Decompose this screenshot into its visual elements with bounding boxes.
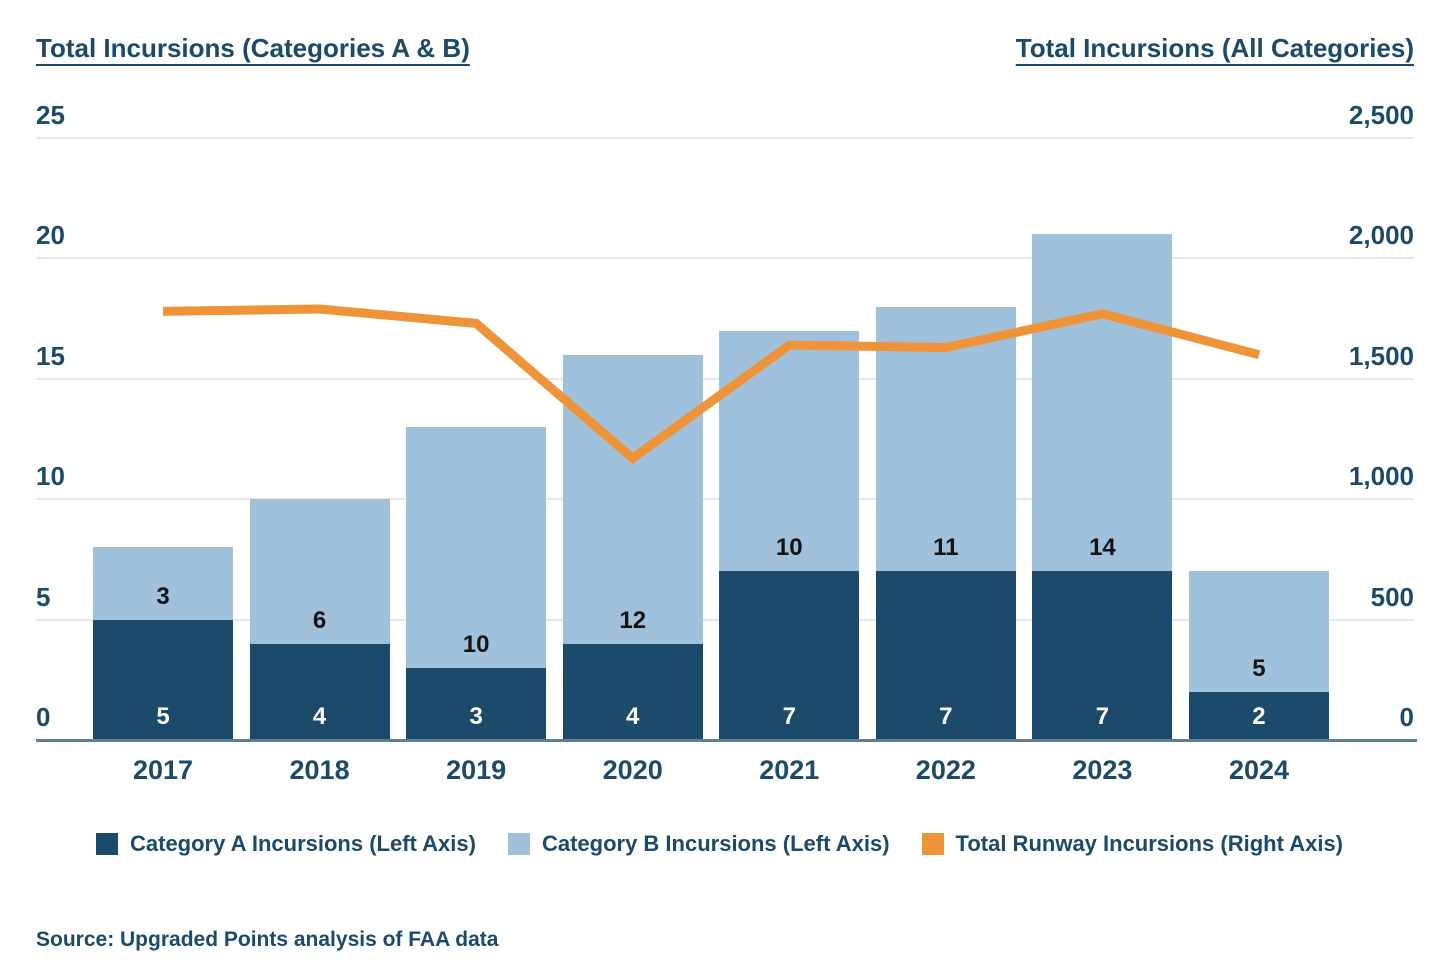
legend-item-category-a: Category A Incursions (Left Axis) (96, 831, 476, 857)
bar-value-label-category-a-2019: 3 (469, 703, 483, 730)
left-tick-label-5: 5 (36, 581, 51, 612)
legend-label-total-line: Total Runway Incursions (Right Axis) (955, 831, 1344, 856)
left-tick-label-20: 20 (36, 220, 65, 251)
bar-category-b-segment-2020 (562, 354, 703, 644)
bar-value-label-category-b-2018: 6 (312, 606, 327, 634)
bar-category-a-segment-2019 (406, 667, 547, 740)
source-note: Source: Upgraded Points analysis of FAA … (36, 928, 499, 951)
legend-item-total-line: Total Runway Incursions (Right Axis) (921, 831, 1344, 857)
x-axis-year-label-2018: 2018 (289, 755, 350, 785)
bar-category-a-segment-2024 (1188, 691, 1329, 740)
bar-category-a-segment-2023 (1032, 571, 1173, 740)
bar-value-label-category-b-2019: 10 (462, 630, 490, 658)
x-axis-year-label-2017: 2017 (132, 755, 194, 785)
right-tick-label-0: 0 (1399, 702, 1414, 732)
left-tick-label-0: 0 (36, 702, 51, 732)
bar-category-a-segment-2021 (719, 571, 860, 740)
bar-category-b-segment-2023 (1032, 234, 1173, 572)
x-axis-year-label-2021: 2021 (759, 755, 820, 785)
x-axis-year-label-2020: 2020 (602, 755, 663, 785)
bar-category-b-segment-2018 (249, 499, 390, 644)
left-tick-label-25: 25 (36, 100, 65, 130)
bar-value-label-category-b-2017: 3 (156, 582, 170, 610)
x-axis-year-label-2022: 2022 (915, 755, 976, 785)
legend-swatch-category-b-icon (507, 833, 530, 855)
bar-value-label-category-a-2018: 4 (312, 703, 327, 730)
left-tick-label-10: 10 (36, 461, 65, 492)
gridline-25 (36, 137, 1414, 139)
legend-label-category-a: Category A Incursions (Left Axis) (130, 831, 476, 856)
bar-value-label-category-a-2022: 7 (939, 703, 953, 730)
legend-item-category-b: Category B Incursions (Left Axis) (507, 831, 890, 857)
gridline-20 (36, 257, 1414, 260)
bar-value-label-category-b-2023: 14 (1089, 534, 1116, 562)
right-tick-label-500: 500 (1370, 581, 1414, 612)
x-axis-year-label-2019: 2019 (446, 755, 507, 785)
bar-value-label-category-b-2020: 12 (619, 606, 647, 634)
bar-value-label-category-b-2024: 5 (1252, 654, 1266, 682)
left-axis-title: Total Incursions (Categories A & B) (36, 33, 470, 63)
right-tick-label-1,000: 1,000 (1348, 461, 1414, 492)
right-tick-label-1,500: 1,500 (1348, 340, 1414, 371)
bar-value-label-category-a-2023: 7 (1095, 703, 1110, 730)
right-axis-title: Total Incursions (All Categories) (1015, 33, 1414, 63)
x-axis-year-label-2023: 2023 (1072, 755, 1133, 785)
bar-value-label-category-a-2024: 2 (1252, 703, 1266, 730)
bar-category-b-segment-2017 (93, 547, 233, 620)
bar-value-label-category-b-2021: 10 (775, 534, 803, 562)
bar-category-a-segment-2022 (875, 571, 1016, 740)
legend-swatch-category-a-icon (96, 833, 118, 855)
legend-swatch-total-line-icon (921, 833, 944, 855)
right-tick-label-2,000: 2,000 (1348, 220, 1414, 251)
bar-value-label-category-a-2017: 5 (156, 703, 170, 730)
bar-category-a-segment-2018 (249, 643, 390, 740)
bar-category-b-segment-2024 (1188, 571, 1329, 692)
left-tick-label-15: 15 (36, 340, 65, 371)
bar-value-label-category-b-2022: 11 (933, 534, 959, 562)
legend-label-category-b: Category B Incursions (Left Axis) (541, 831, 890, 856)
right-tick-label-2,500: 2,500 (1348, 100, 1414, 130)
x-axis-baseline (36, 739, 1417, 742)
bar-category-a-segment-2017 (93, 619, 233, 740)
x-axis-year-label-2024: 2024 (1228, 755, 1290, 785)
bar-category-b-segment-2022 (875, 306, 1016, 572)
bar-value-label-category-a-2021: 7 (782, 703, 796, 730)
bar-value-label-category-a-2020: 4 (626, 703, 640, 730)
legend: Category A Incursions (Left Axis) Catego… (96, 831, 1343, 857)
bar-category-a-segment-2020 (562, 643, 703, 740)
bar-category-b-segment-2019 (406, 426, 547, 668)
